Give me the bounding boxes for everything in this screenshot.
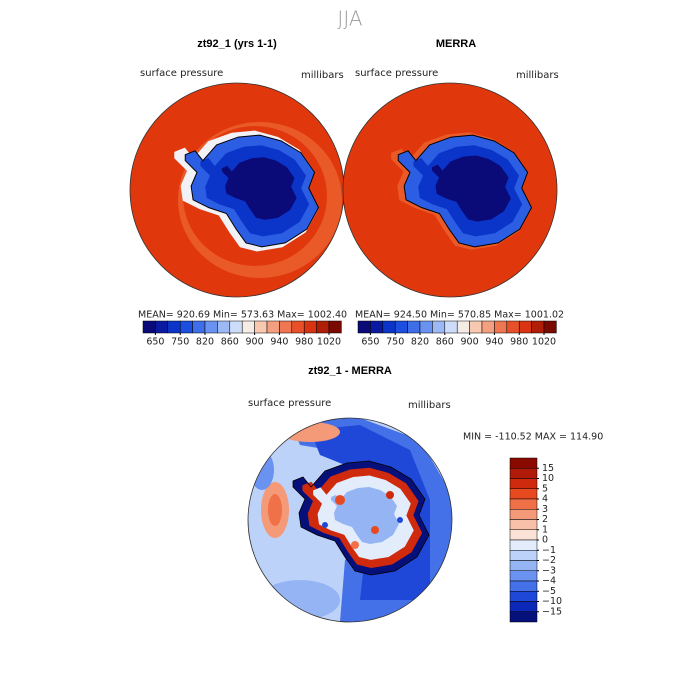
colorbar-box (509, 550, 538, 561)
colorbar-box (316, 320, 330, 334)
colorbar-label: −5 (542, 586, 556, 597)
colorbar-box (291, 320, 305, 334)
colorbar-label: 860 (221, 337, 239, 348)
colorbar-box (204, 320, 218, 334)
colorbar-label: −15 (542, 606, 562, 617)
colorbar-box (543, 320, 557, 334)
colorbar-box (266, 320, 280, 334)
colorbar-box (432, 320, 446, 334)
colorbar-label: 10 (542, 473, 554, 484)
colorbar-box (509, 591, 538, 602)
colorbar-box (407, 320, 421, 334)
units-label: millibars (408, 400, 451, 411)
colorbar-label: 2 (542, 514, 548, 525)
colorbar-box (509, 498, 538, 510)
colorbar-box (254, 320, 268, 334)
colorbar-box (279, 320, 293, 334)
colorbar-label: 900 (246, 337, 264, 348)
colorbar-box (444, 320, 458, 334)
colorbar-box (357, 320, 371, 334)
colorbar-box (370, 320, 384, 334)
colorbar-box (509, 519, 538, 530)
colorbar-label: 820 (411, 337, 429, 348)
colorbar-box (419, 320, 433, 334)
colorbar-label: −4 (542, 576, 556, 587)
panel-title: MERRA (436, 38, 476, 50)
colorbar-box (509, 488, 538, 500)
colorbar-box (509, 611, 538, 623)
colorbar-box (509, 560, 538, 571)
colorbar-box (192, 320, 206, 334)
variable-label: surface pressure (248, 398, 331, 409)
colorbar-label: 1020 (317, 337, 341, 348)
colorbar-label: −10 (542, 596, 562, 607)
variable-label: surface pressure (355, 68, 438, 79)
colorbar-box (509, 529, 538, 541)
colorbar-box (509, 570, 538, 582)
panel-title: zt92_1 - MERRA (308, 365, 392, 377)
colorbar-box (155, 320, 169, 334)
colorbar-box (509, 509, 538, 520)
colorbar-box (509, 539, 538, 551)
colorbar-label: 0 (542, 535, 548, 546)
colorbar-box (456, 320, 470, 334)
colorbar-box (509, 468, 538, 479)
colorbar-label: −2 (542, 555, 556, 566)
colorbar-label: 980 (295, 337, 313, 348)
colorbar-label: 900 (461, 337, 479, 348)
colorbar-box (509, 601, 538, 612)
colorbar-box (217, 320, 231, 334)
colorbar-box (518, 320, 532, 334)
colorbar-label: 980 (510, 337, 528, 348)
polar-map (248, 418, 452, 622)
colorbar-label: −3 (542, 565, 556, 576)
colorbar-label: −1 (542, 545, 556, 556)
variable-label: surface pressure (140, 68, 223, 79)
colorbar-box (481, 320, 495, 334)
colorbar-label: 860 (436, 337, 454, 348)
colorbar-box (506, 320, 520, 334)
colorbar-box (494, 320, 508, 334)
colorbar-label: 650 (146, 337, 164, 348)
stats-label: MEAN= 920.69 Min= 573.63 Max= 1002.40 (138, 310, 347, 321)
colorbar-label: 750 (386, 337, 404, 348)
colorbar-box (229, 320, 243, 334)
colorbar-box (394, 320, 408, 334)
colorbar-label: 3 (542, 504, 548, 515)
colorbar-label: 940 (485, 337, 503, 348)
stats-label: MEAN= 924.50 Min= 570.85 Max= 1001.02 (355, 310, 564, 321)
colorbar-label: 650 (361, 337, 379, 348)
colorbar-box (241, 320, 255, 334)
colorbar-box (509, 478, 538, 489)
colorbar-box (509, 580, 538, 592)
colorbar-label: 1020 (532, 337, 556, 348)
colorbar-box (167, 320, 181, 334)
colorbar-box (382, 320, 396, 334)
colorbar-label: 940 (270, 337, 288, 348)
panel-title: zt92_1 (yrs 1-1) (197, 38, 277, 50)
colorbars: 650 750 820 860 900 940 980 1020 650 750 820 860 900… (142, 320, 562, 623)
colorbar-box (531, 320, 545, 334)
colorbar-label: 820 (196, 337, 214, 348)
colorbar-label: 5 (542, 483, 548, 494)
colorbar-label: 750 (171, 337, 189, 348)
colorbar-box (303, 320, 317, 334)
units-label: millibars (301, 70, 344, 81)
polar-map (130, 83, 344, 297)
colorbar-label: 15 (542, 463, 554, 474)
stats-label: MIN = -110.52 MAX = 114.90 (463, 432, 603, 443)
colorbar-box (142, 320, 156, 334)
colorbar-box (179, 320, 193, 334)
units-label: millibars (516, 70, 559, 81)
colorbar-label: 4 (542, 494, 548, 505)
figure-title: JJA (337, 7, 362, 31)
colorbar-box (328, 320, 342, 334)
polar-map (343, 83, 557, 297)
colorbar-box (469, 320, 483, 334)
colorbar-box (509, 457, 538, 469)
colorbar-label: 1 (542, 524, 548, 535)
